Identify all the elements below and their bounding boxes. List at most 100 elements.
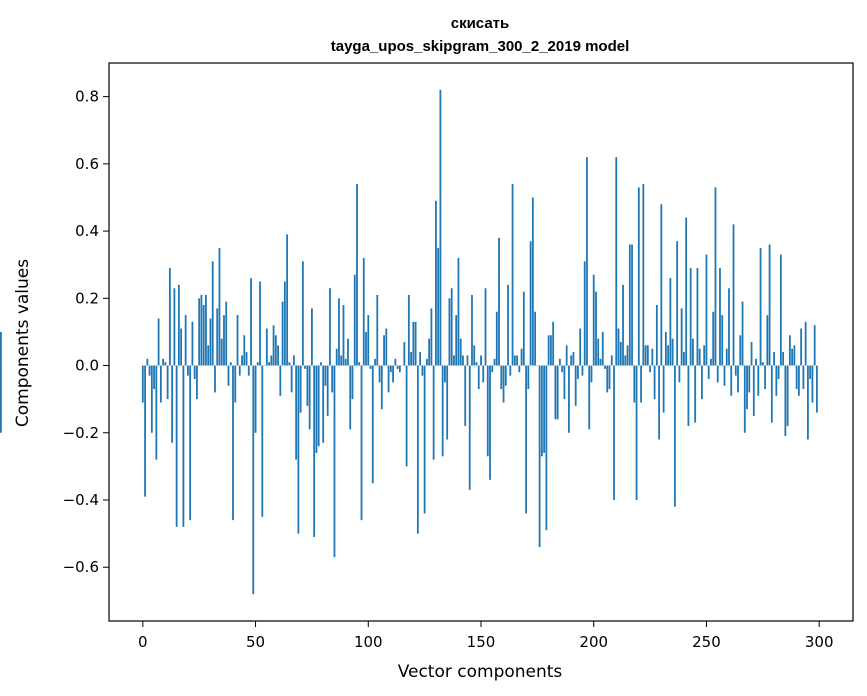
bar — [459, 338, 462, 366]
bar — [561, 365, 564, 373]
bar — [635, 365, 638, 500]
bar — [770, 365, 773, 423]
bar — [782, 352, 785, 366]
bar — [243, 335, 246, 366]
bar — [473, 345, 476, 366]
bar — [495, 311, 498, 366]
bar — [766, 315, 769, 366]
bar — [642, 184, 645, 366]
bar — [723, 365, 726, 386]
bar — [428, 338, 431, 366]
bar — [502, 365, 505, 403]
bar — [455, 315, 458, 366]
bar — [286, 234, 289, 366]
bar — [786, 365, 789, 427]
bar — [590, 365, 593, 383]
bar — [279, 365, 282, 396]
bar — [687, 365, 690, 427]
bar — [295, 365, 298, 460]
bar — [272, 325, 275, 366]
bar — [516, 355, 518, 366]
bar — [498, 237, 500, 366]
bar — [466, 355, 469, 366]
bar — [527, 365, 530, 390]
bar — [678, 365, 681, 383]
bar — [743, 365, 746, 433]
bar — [755, 358, 757, 366]
bar — [259, 281, 261, 366]
bar — [619, 342, 622, 366]
bar — [196, 365, 198, 400]
bar — [750, 342, 753, 366]
bar — [622, 284, 624, 366]
bar — [631, 244, 633, 366]
bar — [311, 308, 313, 366]
bar — [565, 345, 568, 366]
bar — [416, 365, 419, 534]
bar — [180, 328, 183, 366]
bar — [597, 338, 600, 366]
chart-title: скисать — [451, 15, 510, 32]
bar — [464, 365, 467, 427]
bar — [297, 365, 300, 534]
x-tick-label: 250 — [692, 633, 721, 651]
bar — [491, 365, 494, 373]
bar — [453, 355, 455, 366]
bar — [577, 365, 579, 379]
bar — [146, 358, 149, 366]
bar — [225, 301, 228, 366]
bar — [507, 284, 509, 366]
bar — [256, 362, 259, 366]
bar — [446, 365, 449, 440]
bar — [360, 365, 363, 521]
bar — [150, 365, 153, 433]
bar — [398, 365, 401, 373]
bar — [214, 365, 216, 393]
bar — [540, 365, 543, 457]
bar — [270, 355, 273, 366]
bars-group — [0, 89, 818, 595]
bar — [168, 268, 171, 366]
bar — [389, 365, 392, 373]
bar — [500, 365, 503, 390]
bar — [333, 365, 336, 558]
x-axis-label: Vector components — [398, 662, 563, 682]
x-tick-label: 0 — [138, 633, 148, 651]
bar — [606, 365, 609, 393]
bar — [712, 311, 715, 366]
bar — [509, 365, 512, 376]
bar — [732, 224, 735, 366]
bar — [624, 355, 627, 366]
bar — [227, 365, 230, 386]
bar — [696, 268, 699, 366]
bar — [804, 321, 807, 366]
bar — [504, 365, 507, 386]
bar — [441, 365, 444, 457]
bar — [202, 305, 205, 366]
bar — [155, 365, 158, 460]
bar — [283, 281, 286, 366]
bar — [795, 365, 798, 390]
bar — [317, 365, 320, 447]
bar — [432, 365, 435, 460]
bar — [353, 274, 356, 366]
bar — [439, 89, 442, 366]
bar — [737, 365, 739, 393]
x-tick-label: 200 — [579, 633, 608, 651]
bar — [572, 352, 575, 366]
bar — [444, 365, 446, 383]
x-axis-ticks: 0 50 100 150 200 250 300 — [138, 621, 834, 651]
bar — [277, 345, 279, 366]
bar — [757, 365, 760, 396]
bar — [707, 365, 710, 379]
bar — [274, 335, 277, 366]
bar — [583, 261, 586, 366]
bar — [581, 365, 584, 376]
y-axis-ticks: −0.6 −0.4 −0.2 0.0 0.2 0.4 0.6 0.8 — [63, 88, 109, 576]
bar — [164, 362, 167, 366]
bar — [0, 365, 2, 433]
bar — [157, 318, 160, 366]
bar — [171, 365, 174, 443]
bar — [193, 365, 196, 379]
bar — [725, 348, 728, 366]
